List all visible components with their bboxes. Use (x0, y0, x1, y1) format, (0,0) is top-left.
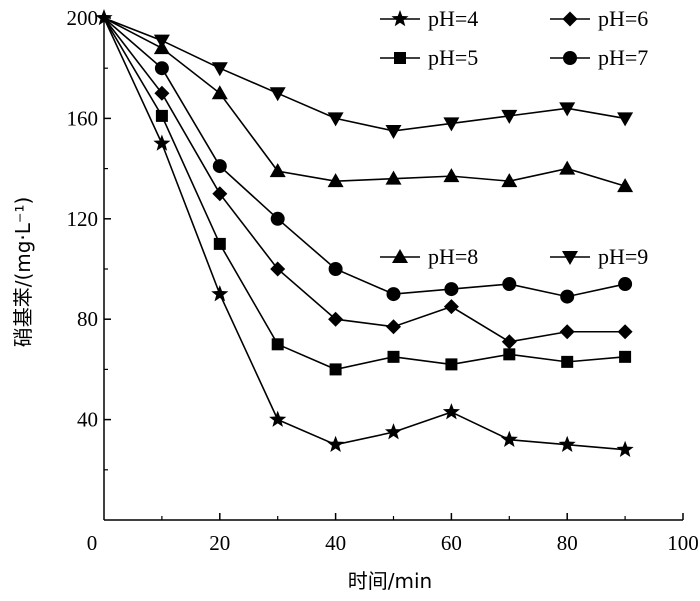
legend-marker-star (391, 10, 409, 27)
x-tick-label: 80 (557, 531, 578, 555)
legend-label: pH=6 (598, 6, 648, 31)
data-point-ph5 (387, 350, 400, 363)
data-point-ph5 (503, 348, 516, 361)
data-point-ph8 (617, 178, 634, 193)
series-lines (103, 17, 626, 451)
data-point-ph6 (386, 319, 401, 335)
legend-item-ph9: pH=9 (550, 244, 648, 269)
data-point-ph5 (271, 338, 284, 351)
x-tick-label: 40 (325, 531, 346, 555)
legend-label: pH=4 (428, 6, 478, 31)
data-point-ph7 (502, 277, 517, 292)
data-point-ph4 (153, 134, 171, 151)
y-tick-label: 40 (77, 408, 98, 432)
data-point-ph7 (270, 211, 285, 226)
data-point-ph9 (211, 62, 228, 77)
data-point-ph9 (153, 34, 170, 49)
data-point-ph8 (559, 160, 576, 175)
data-point-ph8 (443, 168, 460, 183)
data-point-origin (95, 9, 113, 26)
data-point-ph8 (327, 173, 344, 188)
data-point-ph4 (211, 285, 229, 302)
series-markers (95, 9, 634, 457)
data-point-ph8 (211, 85, 228, 100)
data-point-ph8 (385, 170, 402, 185)
data-point-ph4 (327, 435, 345, 452)
legend-marker-square (394, 52, 406, 64)
data-point-ph5 (155, 109, 168, 122)
x-tick-label: 100 (667, 531, 699, 555)
legend-label: pH=7 (598, 45, 648, 70)
data-point-ph4 (442, 403, 460, 420)
data-point-ph9 (385, 124, 402, 139)
axes: 0 20 40 60 80 100 40 80 120 160 200 (67, 6, 699, 555)
series-line-ph7 (103, 17, 626, 298)
data-point-ph9 (443, 117, 460, 132)
data-point-ph5 (329, 363, 342, 376)
x-tick-label: 20 (209, 531, 230, 555)
data-point-ph7 (618, 277, 633, 292)
legend-item-ph5: pH=5 (380, 45, 478, 70)
x-axis-label: 时间/min (348, 569, 432, 593)
data-point-ph8 (269, 163, 286, 178)
series-line-ph8 (103, 17, 626, 187)
data-point-ph4 (500, 430, 518, 447)
data-point-ph6 (559, 324, 575, 340)
legend-item-ph7: pH=7 (550, 45, 648, 70)
series-line-ph9 (103, 17, 626, 132)
data-point-ph6 (443, 299, 459, 315)
data-point-ph7 (560, 289, 575, 304)
data-point-ph5 (561, 355, 574, 368)
x-tick-label: 60 (441, 531, 462, 555)
data-point-ph7 (328, 262, 343, 276)
legend-item-ph4: pH=4 (380, 6, 478, 31)
data-point-ph4 (558, 435, 576, 452)
data-point-ph8 (501, 173, 518, 188)
y-axis-label: 硝基苯/(mg·L⁻¹) (11, 197, 35, 348)
data-point-ph6 (212, 186, 228, 202)
data-point-ph4 (616, 440, 634, 457)
data-point-ph6 (501, 334, 517, 350)
legend-item-ph6: pH=6 (550, 6, 648, 31)
series-line-ph5 (103, 17, 626, 371)
y-tick-label: 200 (67, 6, 99, 30)
legend-label: pH=9 (598, 244, 648, 269)
data-point-ph4 (384, 423, 403, 440)
y-tick-label: 160 (67, 106, 99, 130)
y-tick-label: 120 (67, 207, 99, 231)
data-point-ph9 (269, 87, 286, 102)
data-point-ph9 (327, 112, 344, 127)
data-point-ph5 (619, 350, 632, 363)
data-point-ph9 (501, 109, 518, 124)
legend-marker-triangle-down (562, 251, 578, 265)
legend-marker-diamond (562, 11, 578, 27)
data-point-ph7 (444, 282, 459, 297)
data-point-ph6 (270, 261, 286, 277)
legend-label: pH=5 (428, 45, 478, 70)
data-point-ph5 (213, 237, 226, 250)
data-point-ph9 (617, 112, 634, 127)
series-line-ph6 (103, 17, 626, 343)
legend-label: pH=8 (428, 244, 478, 269)
data-point-ph9 (559, 102, 576, 117)
legend-item-ph8: pH=8 (380, 244, 478, 269)
data-point-ph7 (154, 61, 169, 76)
data-point-ph6 (328, 311, 344, 327)
y-tick-label: 80 (77, 307, 98, 331)
data-point-ph7 (212, 159, 227, 174)
data-point-ph7 (386, 287, 401, 302)
legend-marker-circle (563, 51, 577, 65)
series-line-ph4 (103, 17, 626, 451)
data-point-ph6 (617, 324, 633, 340)
data-point-ph5 (445, 358, 458, 371)
data-point-ph6 (154, 85, 170, 101)
data-point-ph4 (269, 410, 287, 427)
legend: pH=4 pH=6 pH=5 pH=7 pH=8 pH=9 (380, 6, 648, 269)
legend-marker-triangle-up (392, 249, 408, 263)
x-tick-label: 0 (87, 531, 98, 555)
